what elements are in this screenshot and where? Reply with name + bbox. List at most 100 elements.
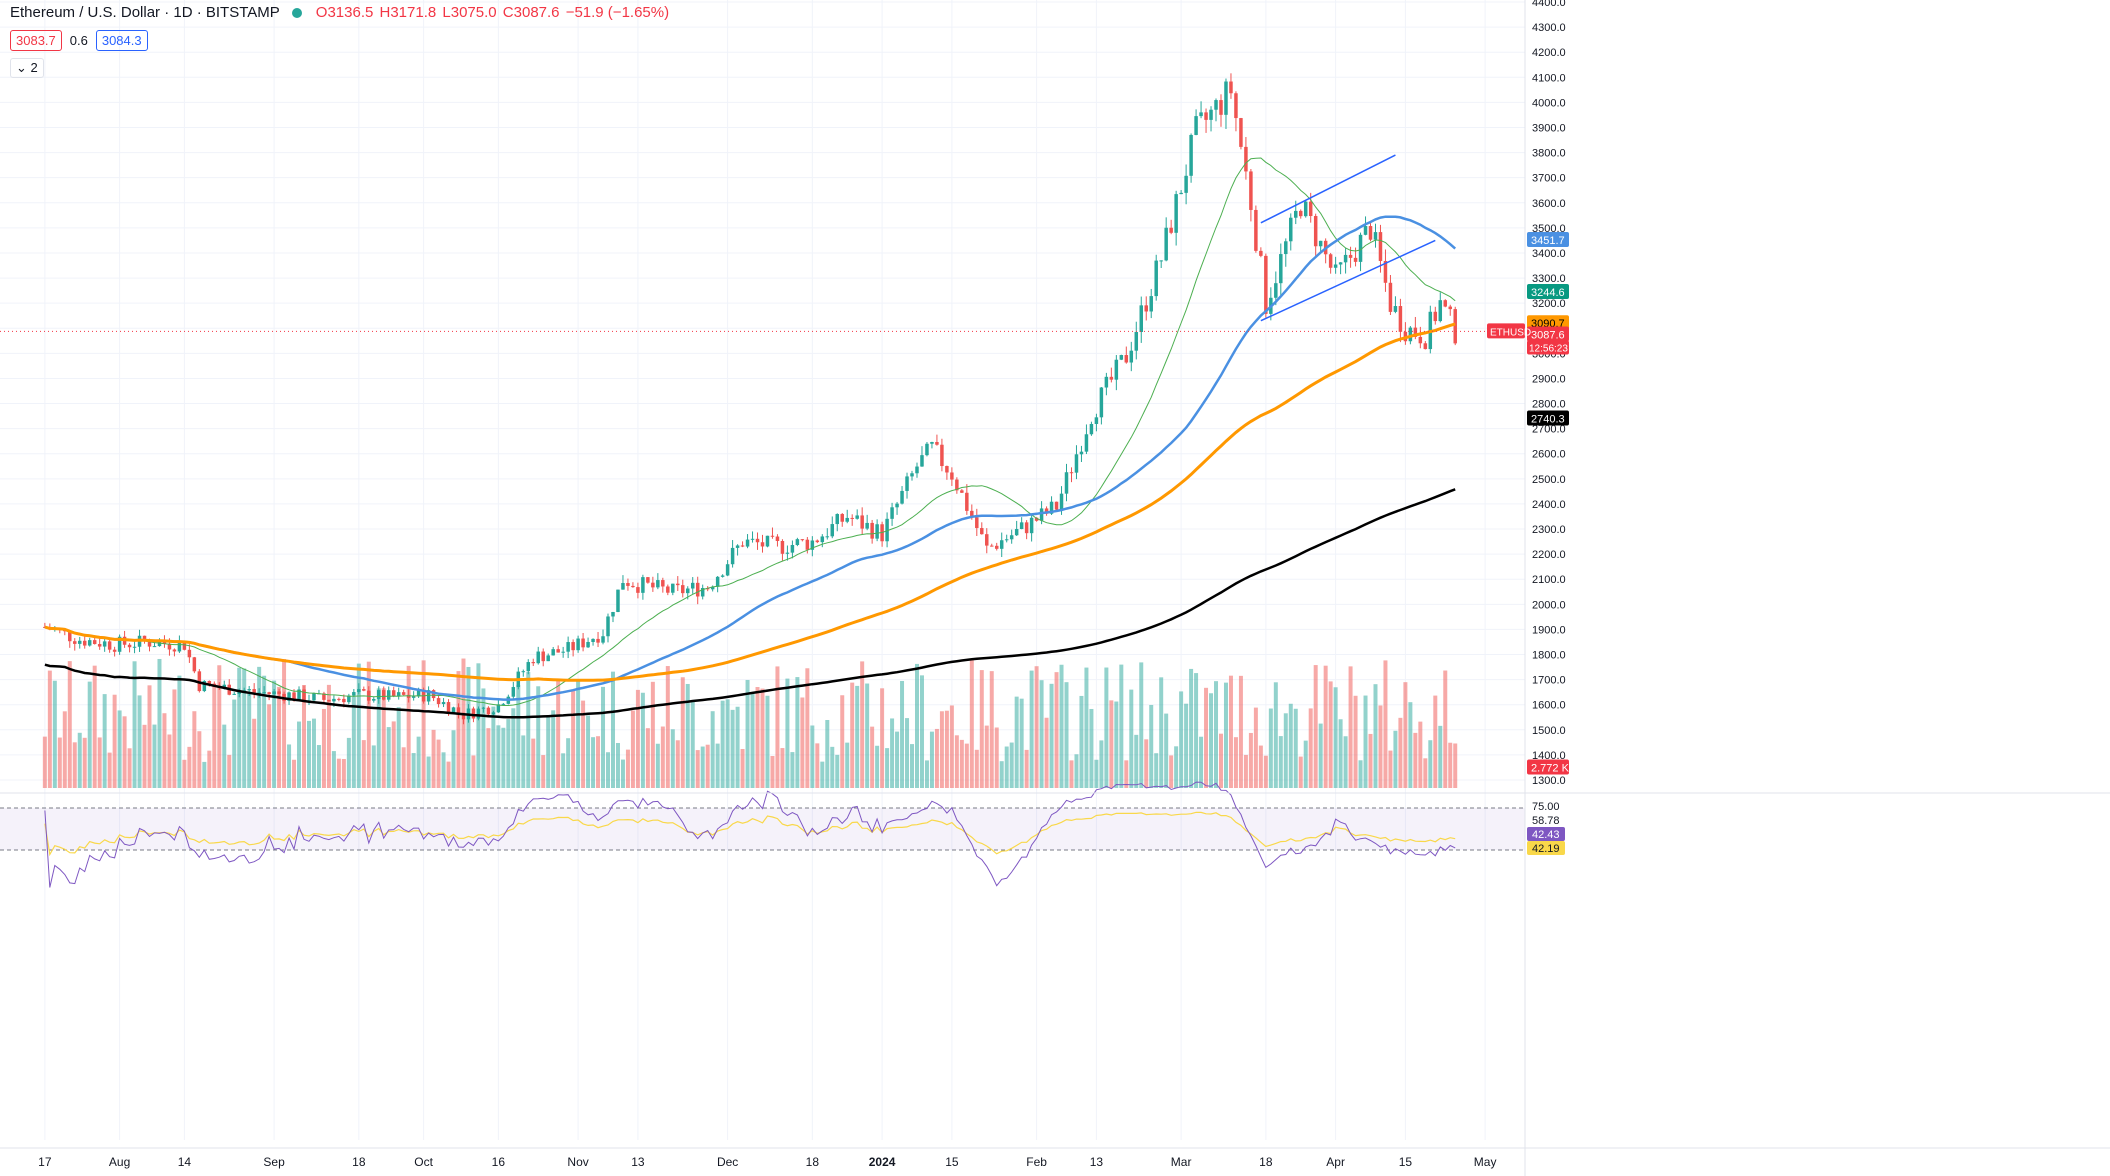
symbol-title[interactable]: Ethereum / U.S. Dollar · 1D · BITSTAMP <box>10 4 280 21</box>
candle-body <box>710 586 715 590</box>
candle-body <box>1448 306 1452 310</box>
volume-bar <box>1184 703 1189 788</box>
candle-body <box>1054 501 1059 510</box>
candle-body <box>102 641 107 647</box>
volume-bar <box>77 732 82 788</box>
candle-body <box>656 580 660 588</box>
volume-bar <box>401 747 406 788</box>
candle-body <box>999 540 1004 549</box>
volume-bar <box>1443 670 1448 788</box>
candle-body <box>327 699 331 702</box>
volume-bar <box>1039 680 1044 788</box>
x-tick-label: Oct <box>414 1155 433 1169</box>
candle-body <box>820 536 825 543</box>
candle-body <box>147 641 152 647</box>
candle-body <box>666 586 670 593</box>
candle-body <box>750 538 755 540</box>
volume-bar <box>1328 681 1333 788</box>
y-tick-label: 2700.0 <box>1532 424 1566 436</box>
candle-body <box>860 515 864 529</box>
candle-body <box>850 517 854 519</box>
volume-bar <box>306 720 311 788</box>
indicators-toggle[interactable]: ⌄ 2 <box>10 58 44 78</box>
x-tick-label: 14 <box>178 1155 192 1169</box>
volume-bar <box>292 759 297 788</box>
volume-bar <box>1004 746 1009 788</box>
x-tick-label: Feb <box>1026 1155 1047 1169</box>
candle-body <box>287 692 291 701</box>
candle-body <box>950 472 954 480</box>
channel-lower <box>1260 239 1436 322</box>
volume-bar <box>122 716 127 788</box>
y-tick-label: 2300.0 <box>1532 524 1566 536</box>
y-tick-label: 3800.0 <box>1532 148 1566 160</box>
candle-body <box>775 536 780 542</box>
volume-bar <box>1238 675 1243 788</box>
volume-bar <box>481 688 486 788</box>
volume-bar <box>1054 672 1059 788</box>
volume-bar <box>1169 755 1174 788</box>
volume-bar <box>316 745 321 788</box>
candle-body <box>870 522 874 539</box>
candle-body <box>825 536 830 538</box>
volume-bar <box>785 678 790 788</box>
volume-bar <box>1433 695 1438 788</box>
volume-bar <box>361 740 366 788</box>
volume-bar <box>132 661 137 788</box>
sell-price-button[interactable]: 3083.7 <box>10 30 62 51</box>
rsi-panel: 75.00 58.78 42.43 42.19 <box>0 781 2110 888</box>
ma-line <box>44 157 1456 706</box>
volume-bar <box>1204 687 1209 788</box>
candle-body <box>1184 175 1188 193</box>
volume-bar <box>1293 708 1298 788</box>
candle-body <box>222 684 227 688</box>
volume-bar <box>366 661 371 788</box>
candle-body <box>162 641 167 644</box>
volume-bar <box>102 694 107 788</box>
candle-body <box>1199 112 1203 117</box>
volume-bar <box>336 758 341 788</box>
volume-bar <box>725 699 730 788</box>
candle-body <box>920 455 924 467</box>
volume-bar <box>596 736 601 788</box>
volume-bar <box>700 746 705 788</box>
candle-body <box>890 507 894 519</box>
candle-body <box>1159 260 1163 262</box>
volume-bar <box>536 686 541 788</box>
candle-body <box>1034 517 1039 521</box>
candle-body <box>810 540 815 550</box>
candle-body <box>671 583 675 593</box>
candle-body <box>1044 508 1049 514</box>
volume-bar <box>72 742 77 788</box>
volume-bar <box>1134 734 1139 788</box>
volume-bar <box>630 710 635 788</box>
y-tick-label: 3600.0 <box>1532 198 1566 210</box>
candle-body <box>391 690 396 697</box>
candle-body <box>1259 250 1263 256</box>
volume-bar <box>356 663 361 788</box>
candle-body <box>1368 226 1373 240</box>
candle-body <box>1119 355 1124 360</box>
volume-bar <box>1233 737 1238 788</box>
volume-bar <box>1049 683 1054 788</box>
candle-body <box>960 490 964 493</box>
time-axis: 17 Aug 14 Sep 18 Oct 16 Nov 13 Dec 18 2024 15 Feb 13 Ma… <box>0 1147 2110 1169</box>
candle-body <box>770 535 775 537</box>
volume-bar <box>282 658 287 788</box>
candle-body <box>1289 217 1293 242</box>
volume-bar <box>1223 682 1228 788</box>
buy-price-button[interactable]: 3084.3 <box>95 30 148 51</box>
price-tag-label: 3451.7 <box>1531 235 1565 247</box>
volume-bar <box>1243 754 1248 788</box>
volume-bar <box>546 715 551 788</box>
volume-bar <box>1149 704 1154 788</box>
volume-bar <box>232 699 237 788</box>
volume-bar <box>137 695 142 788</box>
candle-body <box>1453 309 1457 344</box>
volume-bar <box>516 685 521 788</box>
y-tick-label: 2900.0 <box>1532 373 1566 385</box>
ma-line <box>44 322 1456 682</box>
candle-body <box>765 535 770 547</box>
candle-body <box>561 651 565 653</box>
